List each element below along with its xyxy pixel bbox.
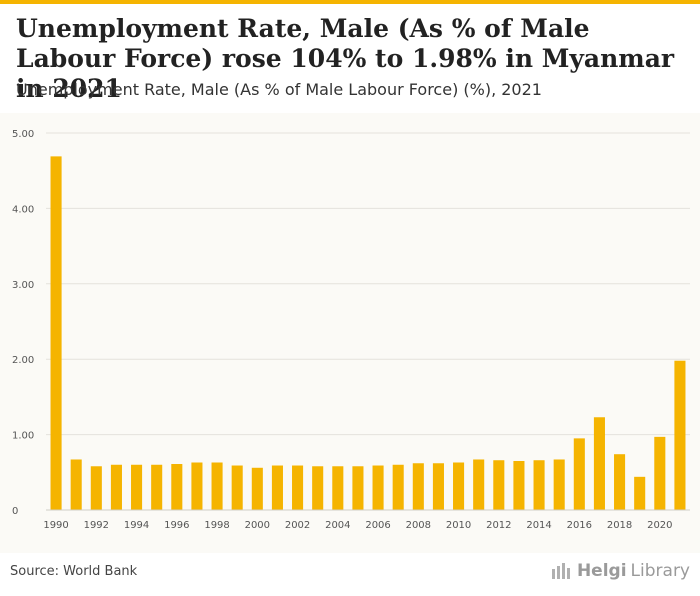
bar-2014	[533, 460, 545, 510]
bar-2004	[332, 466, 344, 510]
y-tick-label: 4.00	[12, 204, 34, 215]
y-tick-label: 5.00	[12, 129, 34, 140]
x-tick-label: 2002	[285, 520, 310, 531]
bar-2019	[634, 476, 646, 510]
bar-2010	[453, 462, 465, 510]
x-tick-label: 2006	[365, 520, 390, 531]
bar-2003	[312, 466, 324, 510]
brand-name-light: Library	[630, 561, 690, 581]
bar-1996	[171, 464, 183, 510]
chart-title: Unemployment Rate, Male (As % of Male La…	[16, 14, 675, 103]
bar-2006	[372, 465, 384, 510]
bar-2001	[271, 465, 283, 510]
bar-2009	[432, 463, 444, 510]
x-tick-label: 2004	[325, 520, 350, 531]
bar-2015	[553, 459, 565, 510]
bar-2011	[473, 459, 485, 510]
source-note: Source: World Bank	[10, 564, 138, 579]
y-tick-label: 0	[12, 506, 18, 517]
x-tick-label: 1994	[124, 520, 149, 531]
bar-1998	[211, 462, 223, 510]
bar-2017	[593, 417, 605, 510]
x-tick-label: 1990	[43, 520, 68, 531]
x-tick-label: 1992	[84, 520, 109, 531]
bar-2008	[412, 463, 424, 510]
x-tick-label: 2008	[406, 520, 431, 531]
bar-2013	[513, 460, 525, 510]
bar-chart: 0 1.00 2.00 3.00 4.00 5.00 1990 1992 1994 1996 199…	[12, 129, 690, 531]
bar-2007	[392, 464, 404, 510]
bar-2020	[654, 436, 666, 510]
x-tick-label: 2018	[607, 520, 632, 531]
x-tick-label: 2014	[526, 520, 551, 531]
y-tick-label: 2.00	[12, 355, 34, 366]
bar-1994	[131, 464, 143, 510]
x-tick-label: 2010	[446, 520, 471, 531]
x-tick-label: 2016	[567, 520, 592, 531]
bar-1991	[70, 459, 82, 510]
bar-1992	[90, 466, 102, 510]
bar-2000	[251, 467, 263, 510]
bar-1997	[191, 462, 203, 510]
brand-logo: Helgi Library	[551, 561, 690, 581]
brand-name-bold: Helgi	[576, 561, 627, 581]
bar-1993	[110, 464, 122, 510]
bar-2018	[614, 454, 626, 510]
building-icon	[551, 563, 570, 579]
chart-subtitle: Unemployment Rate, Male (As % of Male La…	[16, 80, 542, 99]
bar-1999	[231, 465, 243, 510]
x-tick-label: 1996	[164, 520, 189, 531]
bar-1990	[50, 156, 62, 510]
bar-2002	[292, 465, 304, 510]
x-tick-label: 2000	[245, 520, 270, 531]
x-tick-label: 2020	[647, 520, 672, 531]
bar-1995	[151, 464, 163, 510]
bar-2021	[674, 360, 686, 510]
y-tick-label: 3.00	[12, 280, 34, 291]
bar-2005	[352, 466, 364, 510]
bar-2016	[573, 438, 585, 510]
accent-bar	[0, 0, 700, 4]
x-tick-label: 2012	[486, 520, 511, 531]
y-tick-label: 1.00	[12, 431, 34, 442]
x-tick-label: 1998	[204, 520, 229, 531]
bar-2012	[493, 460, 505, 510]
